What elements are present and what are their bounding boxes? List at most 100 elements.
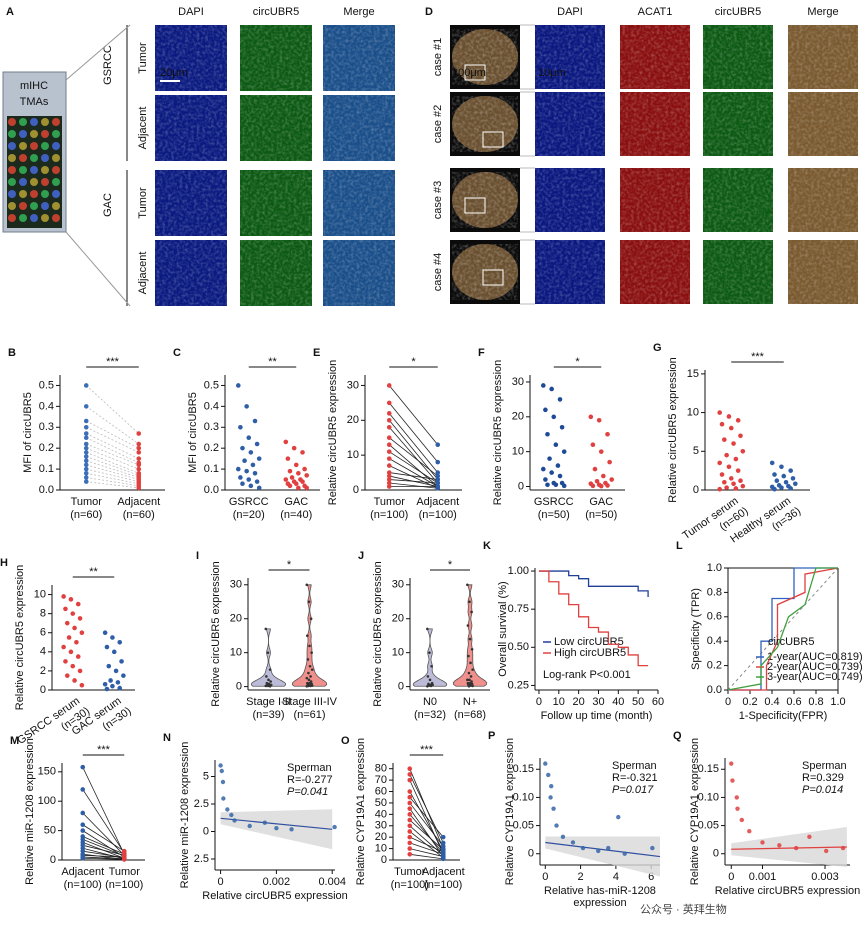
x-category-n: (n=40) bbox=[280, 509, 312, 521]
x-tick-label: 20 bbox=[573, 696, 585, 708]
y-tick-label: 70 bbox=[375, 774, 387, 786]
point bbox=[386, 477, 392, 482]
panel-letter: B bbox=[8, 347, 16, 359]
annotation: P=0.014 bbox=[802, 784, 843, 796]
annotation: P=0.017 bbox=[612, 784, 654, 796]
point bbox=[561, 449, 567, 454]
y-tick-label: 0.10 bbox=[698, 791, 719, 803]
point bbox=[268, 684, 272, 688]
y-tick-label: 20 bbox=[512, 411, 524, 423]
point bbox=[221, 796, 226, 801]
point bbox=[740, 448, 746, 454]
x-tick-label: 0.003 bbox=[811, 871, 839, 883]
point bbox=[440, 840, 446, 846]
y-tick-label: 5 bbox=[693, 445, 699, 457]
point bbox=[726, 414, 732, 419]
zoom-line bbox=[65, 24, 131, 81]
pair-link bbox=[82, 857, 125, 860]
y-tick-label: 0.2 bbox=[39, 442, 54, 454]
image-texture bbox=[620, 25, 690, 89]
y-tick-label: 150 bbox=[38, 766, 56, 778]
y-tick-label: 0.15 bbox=[513, 763, 534, 775]
x-tick-label: 0 bbox=[725, 696, 731, 708]
tma-core bbox=[52, 142, 60, 150]
y-tick-label: 0.6 bbox=[707, 611, 722, 623]
significance-label: ** bbox=[89, 566, 98, 578]
point bbox=[561, 483, 567, 489]
point bbox=[622, 851, 627, 856]
point bbox=[407, 789, 413, 794]
point bbox=[309, 675, 312, 678]
point bbox=[240, 481, 245, 487]
y-tick-label: 0.4 bbox=[204, 400, 219, 412]
violin bbox=[452, 584, 488, 687]
legend-label: Low circUBR5 bbox=[554, 636, 624, 648]
violin bbox=[291, 584, 328, 687]
point bbox=[83, 431, 89, 436]
point bbox=[559, 424, 565, 430]
point bbox=[119, 659, 124, 664]
point bbox=[113, 668, 119, 674]
fit-line bbox=[731, 846, 847, 850]
y-tick-label: 100 bbox=[38, 795, 56, 807]
point bbox=[543, 761, 548, 766]
point bbox=[309, 680, 313, 683]
y-axis-label: Relative circUBR5 expression bbox=[14, 565, 26, 711]
y-axis-label: Relative circUBR5 expression bbox=[667, 357, 679, 503]
point bbox=[309, 617, 313, 621]
point bbox=[104, 686, 110, 692]
point bbox=[307, 678, 311, 682]
x-category-label: GSRCC bbox=[534, 496, 574, 508]
column-header: Merge bbox=[343, 6, 374, 18]
point bbox=[121, 857, 127, 862]
pair-link bbox=[85, 385, 140, 434]
point bbox=[332, 824, 337, 830]
image-texture bbox=[240, 95, 312, 161]
point bbox=[560, 834, 566, 840]
y-axis-label: Relative circUBR5 expression bbox=[372, 561, 384, 707]
point bbox=[83, 454, 89, 459]
point bbox=[440, 834, 446, 840]
image-texture bbox=[788, 92, 858, 156]
tma-core bbox=[8, 118, 16, 126]
x-category-label: GSRCC bbox=[229, 496, 269, 508]
point bbox=[266, 651, 270, 654]
point bbox=[80, 810, 86, 816]
point bbox=[407, 812, 413, 817]
point bbox=[225, 807, 230, 812]
point bbox=[242, 458, 247, 464]
x-category-n: (n=60) bbox=[123, 509, 155, 521]
point bbox=[435, 480, 441, 486]
point bbox=[121, 673, 126, 678]
tma-core bbox=[30, 202, 38, 210]
point bbox=[554, 823, 559, 828]
y-axis-label: Relative miR-1208 expression bbox=[179, 742, 191, 889]
point bbox=[740, 483, 746, 489]
y-tick-label: 30 bbox=[392, 579, 404, 591]
y-tick-label: 0 bbox=[353, 484, 359, 496]
point bbox=[229, 812, 234, 818]
tma-core bbox=[19, 118, 27, 126]
y-tick-label: 0.8 bbox=[707, 586, 722, 598]
point bbox=[470, 680, 473, 683]
pair-link bbox=[86, 464, 139, 480]
pair-link bbox=[409, 814, 444, 854]
point bbox=[115, 680, 121, 685]
y-tick-label: 6 bbox=[40, 627, 46, 639]
y-tick-label: 0.1 bbox=[204, 463, 219, 475]
x-category-label: Adjacent bbox=[422, 866, 465, 878]
point bbox=[83, 458, 89, 464]
point bbox=[580, 845, 586, 851]
point bbox=[547, 456, 552, 461]
point bbox=[607, 459, 612, 465]
row-label: case #2 bbox=[432, 105, 444, 144]
pair-link bbox=[409, 842, 444, 855]
point bbox=[83, 424, 89, 430]
point bbox=[302, 466, 307, 472]
point bbox=[83, 445, 89, 451]
image-texture bbox=[240, 25, 312, 91]
y-tick-label: 0 bbox=[236, 681, 242, 693]
tma-core bbox=[41, 214, 49, 222]
roi-box bbox=[482, 269, 504, 286]
y-tick-label: 10 bbox=[687, 406, 699, 418]
